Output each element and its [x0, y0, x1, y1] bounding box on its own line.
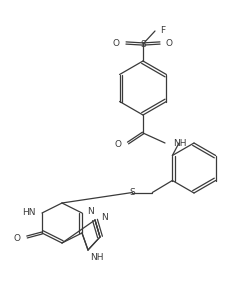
Text: NH: NH: [90, 254, 103, 262]
Text: O: O: [112, 38, 120, 48]
Text: F: F: [159, 25, 164, 34]
Text: N: N: [87, 207, 93, 216]
Text: O: O: [165, 38, 172, 48]
Text: O: O: [14, 234, 21, 243]
Text: O: O: [114, 139, 121, 149]
Text: S: S: [139, 40, 145, 49]
Text: NH: NH: [172, 138, 186, 147]
Text: HN: HN: [22, 208, 36, 216]
Text: N: N: [101, 212, 107, 221]
Text: S: S: [129, 188, 135, 197]
